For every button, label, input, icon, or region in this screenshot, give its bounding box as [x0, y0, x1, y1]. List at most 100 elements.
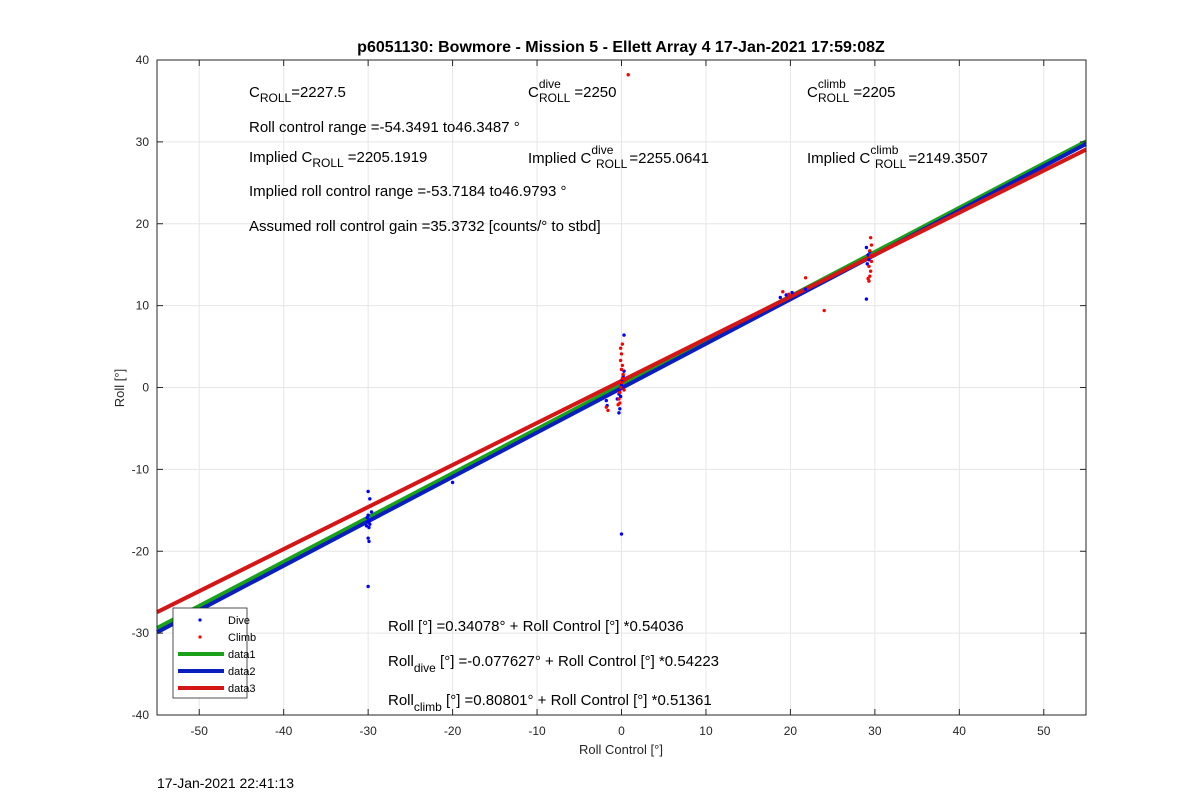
y-tick-label: -30 — [132, 626, 150, 640]
c-roll-annotation: CROLL=2227.5 — [249, 84, 346, 105]
point-dive — [618, 407, 622, 411]
legend-data1-label: data1 — [228, 649, 256, 661]
point-climb — [626, 73, 630, 77]
point-climb — [868, 249, 872, 253]
point-climb — [619, 367, 624, 372]
point-dive — [617, 411, 621, 415]
point-dive — [364, 524, 369, 528]
x-tick-label: 50 — [1037, 724, 1051, 738]
fit-all-annotation: Roll [°] =0.34078° + Roll Control [°] *0… — [388, 618, 684, 635]
point-dive — [619, 532, 624, 536]
point-climb — [620, 363, 625, 368]
implied-range-annotation: Implied roll control range =-53.7184 to4… — [249, 183, 566, 200]
point-dive — [790, 290, 794, 295]
point-dive — [864, 297, 869, 301]
point-climb — [623, 378, 627, 382]
fit-climb-annotation: Rollclimb [°] =0.80801° + Roll Control [… — [388, 692, 712, 714]
x-tick-label: -20 — [444, 724, 462, 738]
point-dive — [366, 536, 370, 540]
point-climb — [619, 380, 624, 385]
legend-dive-marker — [198, 618, 202, 622]
point-dive — [604, 398, 608, 403]
point-dive — [865, 262, 869, 266]
x-tick-label: 10 — [699, 724, 713, 738]
implied-c-roll-annotation: Implied CROLL =2205.1919 — [249, 149, 427, 170]
point-climb — [869, 243, 874, 247]
gain-annotation: Assumed roll control gain =35.3732 [coun… — [249, 218, 601, 235]
point-climb — [822, 308, 826, 313]
point-dive — [365, 515, 369, 520]
point-dive — [864, 245, 869, 250]
chart-title: p6051130: Bowmore - Mission 5 - Ellett A… — [357, 39, 885, 56]
point-climb — [868, 274, 872, 278]
point-dive — [778, 295, 782, 300]
point-climb — [868, 269, 873, 273]
point-climb — [868, 235, 873, 240]
point-climb — [618, 358, 623, 363]
c-roll-climb-annotation: Cclimb ROLL =2205 — [807, 77, 896, 105]
point-dive — [622, 333, 626, 337]
fit-dive-annotation: Rolldive [°] =-0.077627° + Roll Control … — [388, 653, 719, 675]
y-tick-label: 0 — [142, 381, 149, 395]
point-climb — [619, 352, 624, 356]
y-tick-label: -10 — [132, 462, 150, 476]
point-climb — [869, 259, 874, 264]
point-climb — [622, 388, 626, 392]
point-climb — [618, 401, 622, 405]
point-dive — [368, 497, 372, 501]
point-dive — [368, 522, 372, 526]
x-tick-label: 20 — [784, 724, 798, 738]
x-ticks: -50 -40 -30 -20 -10 0 10 20 30 40 50 — [191, 60, 1051, 738]
x-tick-label: -10 — [528, 724, 546, 738]
y-ticks: -40 -30 -20 -10 0 10 20 30 40 — [132, 53, 1086, 722]
y-tick-label: 10 — [136, 299, 150, 313]
x-tick-label: -40 — [275, 724, 293, 738]
implied-c-roll-dive-annotation: Implied Cdive ROLL =2255.0641 — [528, 143, 709, 171]
point-climb — [617, 397, 621, 401]
point-climb — [606, 408, 610, 413]
point-dive — [618, 394, 623, 399]
legend-dive-label: Dive — [228, 615, 250, 627]
point-dive — [366, 489, 370, 494]
point-dive — [367, 539, 371, 544]
point-climb — [620, 376, 625, 381]
x-tick-label: 0 — [618, 724, 625, 738]
legend-climb-marker — [198, 635, 202, 639]
x-tick-label: 40 — [953, 724, 967, 738]
legend-climb-label: Climb — [228, 632, 256, 644]
point-climb — [620, 342, 625, 346]
x-tick-label: 30 — [868, 724, 882, 738]
point-climb — [803, 276, 808, 280]
point-climb — [618, 385, 623, 390]
roll-control-range-annotation: Roll control range =-54.3491 to46.3487 ° — [249, 119, 520, 136]
legend-data3-label: data3 — [228, 683, 256, 695]
y-tick-label: -20 — [132, 544, 150, 558]
point-climb — [787, 292, 791, 296]
legend-data2-label: data2 — [228, 666, 256, 678]
y-tick-label: 40 — [136, 53, 150, 67]
c-roll-dive-annotation: Cdive ROLL =2250 — [528, 77, 617, 105]
data-points — [364, 73, 874, 589]
y-tick-label: 30 — [136, 135, 150, 149]
point-dive — [366, 520, 370, 524]
footer-timestamp: 17-Jan-2021 22:41:13 — [157, 775, 294, 791]
point-climb — [604, 405, 608, 409]
point-climb — [867, 264, 871, 269]
x-axis-label: Roll Control [°] — [579, 742, 663, 757]
legend: Dive Climb data1 data2 data3 — [172, 607, 256, 699]
point-climb — [866, 276, 870, 281]
point-dive — [367, 525, 371, 530]
implied-c-roll-climb-annotation: Implied Cclimb ROLL =2149.3507 — [807, 143, 988, 171]
point-climb — [781, 290, 785, 294]
point-climb — [868, 253, 873, 258]
point-dive — [622, 369, 626, 373]
y-tick-label: -40 — [132, 708, 150, 722]
point-dive — [366, 584, 370, 589]
point-dive — [867, 258, 871, 262]
point-dive — [803, 287, 808, 291]
point-dive — [450, 480, 455, 485]
point-climb — [618, 346, 623, 350]
x-tick-label: -30 — [359, 724, 377, 738]
point-climb — [618, 390, 622, 395]
